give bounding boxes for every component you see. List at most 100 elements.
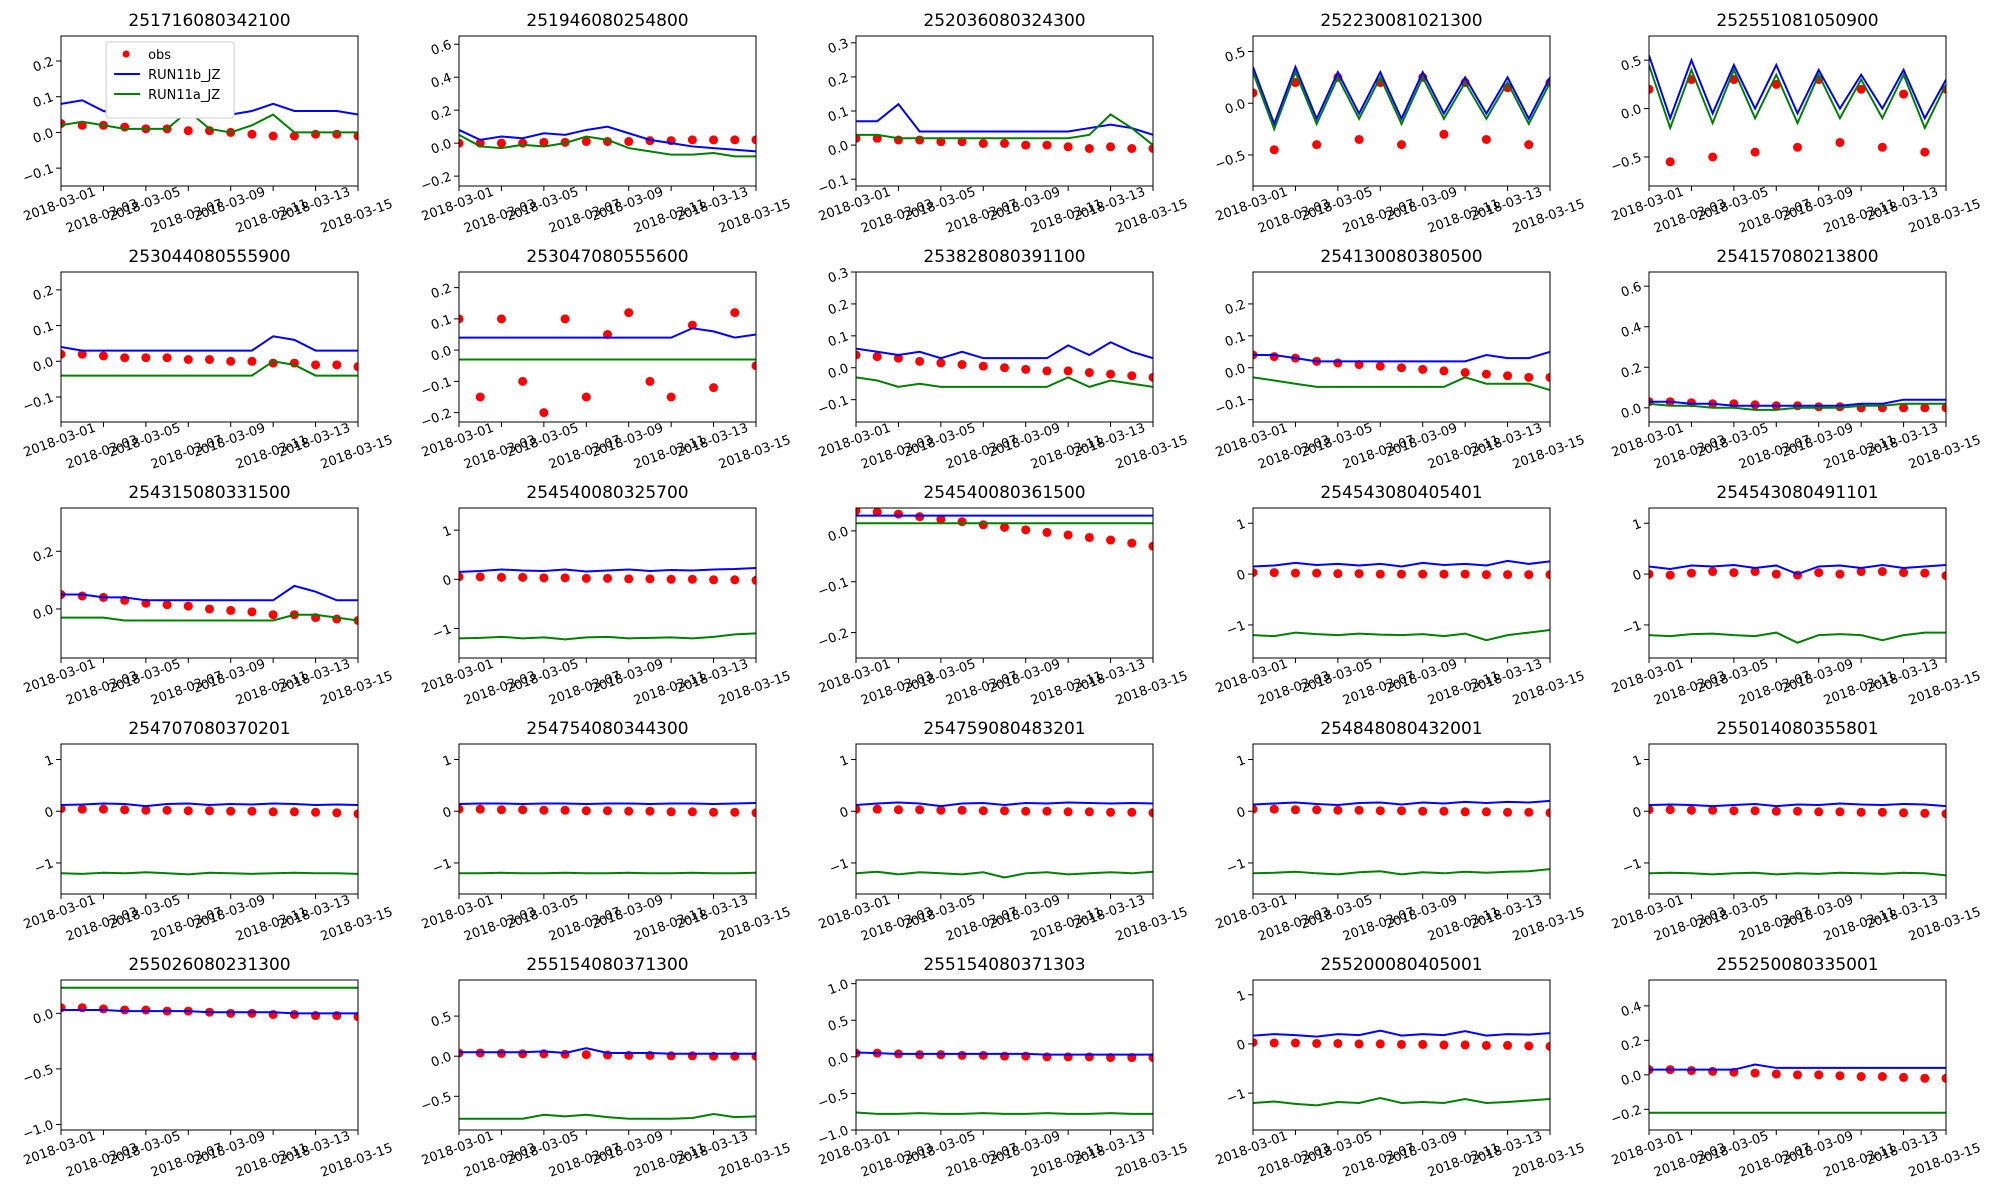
obs-point — [1312, 568, 1322, 578]
y-tick-label: −0.1 — [21, 162, 56, 187]
obs-point — [1524, 807, 1534, 817]
obs-point — [475, 392, 485, 402]
obs-point — [581, 806, 591, 816]
obs-point — [1481, 570, 1491, 580]
subplot: 2541570802138000.00.20.40.62018-03-01201… — [1610, 247, 1983, 473]
obs-point — [1920, 403, 1930, 413]
obs-point — [1418, 364, 1428, 374]
subplot-title: 255154080371300 — [526, 955, 688, 975]
obs-point — [1063, 807, 1073, 817]
obs-point — [1793, 142, 1802, 152]
subplot-title: 255154080371303 — [923, 955, 1085, 975]
obs-point — [226, 605, 236, 615]
model-line — [1253, 559, 1550, 568]
obs-point — [666, 574, 676, 584]
obs-point — [1106, 807, 1116, 817]
y-tick-label: 0.0 — [429, 1050, 454, 1071]
obs-point — [1106, 369, 1116, 379]
y-tick-label: 0.0 — [826, 524, 851, 545]
obs-point — [751, 808, 756, 818]
model-line — [61, 871, 358, 876]
obs-point — [332, 808, 342, 818]
y-tick-label: −1 — [1225, 856, 1248, 877]
obs-point — [1771, 1069, 1781, 1079]
obs-point — [1481, 1040, 1491, 1050]
y-tick-label: 0.5 — [1223, 45, 1248, 66]
y-tick-label: 0.5 — [826, 1014, 851, 1035]
obs-point — [915, 805, 925, 815]
obs-point — [603, 573, 612, 583]
plot-area — [61, 584, 358, 625]
y-tick-label: 0.1 — [31, 90, 56, 111]
axes-frame — [60, 743, 359, 895]
obs-point — [936, 805, 946, 815]
obs-point — [1750, 806, 1760, 816]
obs-point — [1814, 1070, 1824, 1080]
obs-point — [603, 806, 612, 816]
obs-point — [77, 804, 87, 814]
model-line — [459, 134, 756, 158]
obs-point — [496, 314, 506, 324]
y-tick-label: 0.1 — [31, 319, 56, 340]
obs-point — [459, 138, 464, 148]
model-line — [1649, 64, 1946, 131]
obs-point — [539, 573, 549, 583]
obs-point — [98, 804, 108, 814]
plot-area — [61, 802, 358, 876]
obs-point — [77, 591, 87, 601]
obs-point — [1397, 806, 1406, 816]
obs-point — [1333, 569, 1343, 579]
y-tick-label: 0.0 — [31, 126, 56, 147]
obs-point — [1729, 806, 1739, 816]
model-line — [459, 871, 756, 875]
obs-point — [141, 353, 151, 363]
obs-point — [624, 806, 634, 816]
obs-point — [687, 135, 697, 145]
obs-point — [1354, 134, 1364, 144]
y-tick-label: −0.5 — [21, 1062, 56, 1087]
obs-point — [1649, 569, 1654, 579]
obs-point — [1708, 152, 1718, 162]
obs-point — [978, 361, 988, 371]
obs-point — [1899, 403, 1909, 413]
axes-frame — [60, 979, 359, 1131]
axes-frame — [855, 35, 1154, 187]
obs-point — [1503, 1040, 1513, 1050]
obs-point — [1899, 1072, 1909, 1082]
obs-point — [162, 805, 172, 815]
obs-point — [751, 361, 756, 371]
plot-area — [856, 801, 1153, 879]
obs-point — [475, 572, 485, 582]
y-tick-label: −0.5 — [1213, 148, 1248, 173]
obs-point — [1253, 88, 1258, 98]
obs-point — [1042, 140, 1052, 150]
obs-point — [1814, 402, 1824, 412]
obs-point — [1063, 142, 1073, 152]
obs-point — [289, 1009, 299, 1019]
obs-point — [624, 136, 634, 146]
obs-point — [893, 805, 903, 815]
model-line — [61, 335, 358, 352]
obs-point — [730, 135, 740, 145]
y-tick-label: 0.2 — [31, 283, 56, 304]
model-line — [459, 1047, 756, 1055]
obs-point — [1253, 568, 1258, 578]
obs-point — [1397, 140, 1406, 150]
obs-point — [1000, 138, 1009, 148]
obs-point — [183, 806, 193, 816]
obs-point — [77, 349, 87, 359]
obs-point — [1941, 809, 1946, 819]
model-line — [459, 632, 756, 641]
subplot-title: 252551081050900 — [1716, 11, 1878, 31]
obs-point — [1148, 372, 1153, 382]
y-tick-label: 0 — [441, 573, 454, 590]
plot-area — [1253, 559, 1550, 642]
axes-frame — [1252, 35, 1551, 187]
obs-point — [1460, 569, 1470, 579]
subplot: 253044080555900−0.10.00.10.22018-03-0120… — [21, 247, 395, 473]
obs-point — [496, 572, 506, 582]
axes-frame — [458, 271, 757, 423]
obs-point — [247, 1008, 257, 1018]
obs-point — [1708, 805, 1718, 815]
y-tick-label: 0.1 — [1223, 329, 1248, 350]
